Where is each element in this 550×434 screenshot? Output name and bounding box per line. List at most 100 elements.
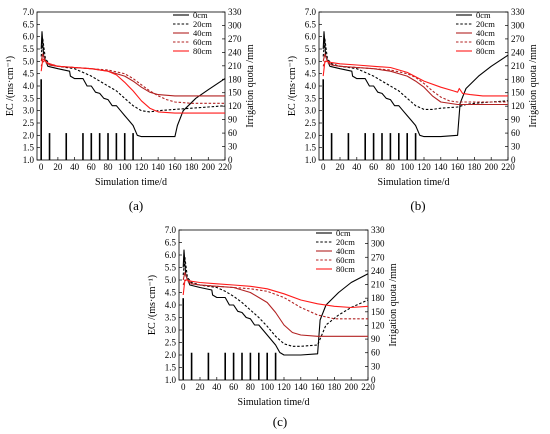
legend-label-0cm: 0cm [336,228,351,238]
y2-tick-label: 210 [371,280,385,290]
y2-tick-label: 180 [511,74,525,84]
x-tick-label: 20 [196,382,206,392]
y-axis-title: EC /(ms·cm⁻¹) [5,56,16,116]
legend-label-0cm: 0cm [193,10,208,20]
y2-tick-label: 210 [228,61,242,71]
y2-tick-label: 0 [511,155,516,165]
x-tick-label: 200 [202,162,216,172]
legend-label-60cm: 60cm [476,37,495,47]
y2-tick-label: 330 [371,225,385,235]
y-tick-label: 4.0 [165,300,177,310]
y2-tick-label: 120 [371,320,385,330]
y2-tick-label: 300 [511,20,525,30]
x-tick-label: 100 [260,382,274,392]
series-line-0cm [182,249,369,356]
x-tick-label: 60 [369,162,379,172]
x-tick-label: 220 [218,162,232,172]
legend-label-40cm: 40cm [476,28,495,38]
y2-tick-label: 30 [371,361,381,371]
x-tick-label: 100 [400,162,414,172]
y-axis-title: EC /(ms·cm⁻¹) [147,275,158,335]
panel-label-a: (a) [129,198,143,213]
y-tick-label: 3.5 [23,93,35,103]
legend-label-60cm: 60cm [193,37,212,47]
x-tick-label: 140 [434,162,448,172]
y2-tick-label: 150 [228,88,242,98]
legend-label-80cm: 80cm [336,264,355,274]
y-tick-label: 2.0 [305,130,317,140]
y2-tick-label: 30 [228,142,238,152]
x-tick-label: 180 [468,162,482,172]
legend-label-80cm: 80cm [476,46,495,56]
y2-tick-label: 270 [511,34,525,44]
y-tick-label: 5.5 [165,263,177,273]
x-tick-label: 0 [39,162,44,172]
x-tick-label: 220 [501,162,515,172]
y2-axis-title: Irrigation quota /mm [245,44,256,128]
legend-label-0cm: 0cm [476,10,491,20]
x-tick-label: 60 [87,162,97,172]
x-tick-label: 200 [484,162,498,172]
legend-label-60cm: 60cm [336,255,355,265]
series-line-40cm [40,53,225,97]
series-line-40cm [182,271,368,337]
y2-tick-label: 60 [511,128,521,138]
x-tick-label: 80 [246,382,256,392]
y2-axis-title: Irrigation quota /mm [528,44,539,128]
y2-tick-label: 300 [371,239,385,249]
y2-tick-label: 60 [228,128,238,138]
x-tick-label: 200 [344,382,358,392]
y2-tick-label: 120 [511,101,525,111]
y2-tick-label: 330 [511,7,525,17]
y2-tick-label: 90 [228,115,238,125]
y-tick-label: 5.5 [23,44,35,54]
y-tick-label: 3.5 [305,93,317,103]
legend-label-20cm: 20cm [336,237,355,247]
y2-tick-label: 150 [371,307,385,317]
y2-tick-label: 240 [371,266,385,276]
y-axis-title: EC /(ms·cm⁻¹) [287,56,298,116]
y-tick-label: 2.0 [23,130,35,140]
series-line-0cm [40,31,226,138]
y2-tick-label: 270 [228,34,242,44]
legend-label-80cm: 80cm [193,46,212,56]
y2-axis-title: Irrigation quota /mm [388,263,399,347]
y-tick-label: 2.5 [305,118,317,128]
y2-tick-label: 150 [511,88,525,98]
y-tick-label: 4.0 [23,81,35,91]
y-tick-label: 5.5 [305,44,317,54]
series-line-80cm [40,58,225,114]
y-tick-label: 5.0 [23,56,35,66]
y2-tick-label: 240 [228,47,242,57]
y-tick-label: 3.0 [165,325,177,335]
y-tick-label: 6.5 [305,19,317,29]
series-line-60cm [322,60,508,103]
y-tick-label: 5.0 [305,56,317,66]
y-tick-label: 4.5 [23,69,35,79]
y-tick-label: 1.0 [165,375,177,385]
x-tick-label: 40 [352,162,362,172]
series-line-60cm [182,279,368,320]
series-line-80cm [322,60,508,97]
y2-tick-label: 330 [228,7,242,17]
x-tick-label: 20 [336,162,346,172]
y-tick-label: 6.5 [165,238,177,248]
y-tick-label: 3.0 [23,106,35,116]
y2-tick-label: 60 [371,348,381,358]
x-tick-label: 40 [70,162,80,172]
y2-tick-label: 210 [511,61,525,71]
panel-label-c: (c) [273,414,287,429]
panel-a: 1.0 1.5 2.0 2.5 3.0 3.5 4.0 4.5 5.0 5.5 6.0 6.5 7.0 0… [5,7,256,188]
series-line-80cm [182,279,369,309]
y-tick-label: 3.0 [305,106,317,116]
x-tick-label: 0 [321,162,326,172]
series-line-0cm [322,31,509,138]
x-axis-title: Simulation time/d [95,177,167,188]
x-tick-label: 80 [386,162,396,172]
x-tick-label: 100 [118,162,132,172]
x-tick-label: 60 [229,382,239,392]
x-tick-label: 160 [168,162,182,172]
y-tick-label: 4.5 [165,288,177,298]
series-line-40cm [322,53,508,106]
panel-c: 1.0 1.5 2.0 2.5 3.0 3.5 4.0 4.5 5.0 5.5 6.0 6.5 7.0 0… [147,225,399,408]
